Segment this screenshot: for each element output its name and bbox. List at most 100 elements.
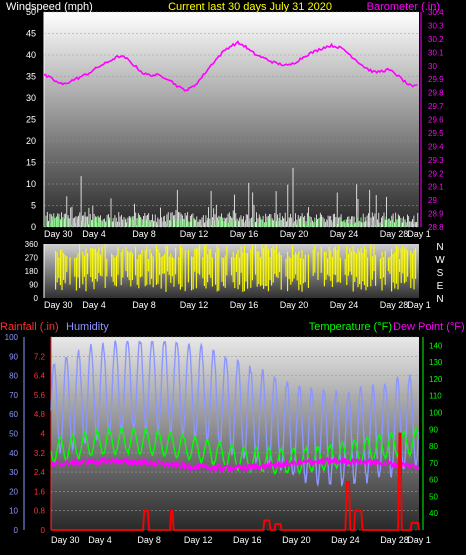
lower-x-tick-label: Day 4 — [88, 535, 112, 545]
compass-label: N — [436, 242, 443, 253]
barometer-y-tick-label: 30.3 — [428, 21, 444, 30]
wind-direction-marks — [55, 244, 417, 292]
rain-y-tick-label: 7.2 — [34, 352, 46, 361]
temperature-y-tick-label: 80 — [429, 442, 438, 451]
temperature-y-tick-label: 100 — [429, 409, 443, 418]
lower-x-tick-label: Day 1 — [407, 535, 431, 545]
barometer-line — [43, 40, 418, 92]
windspeed-axis-title: Windspeed (mph) — [6, 1, 93, 13]
compass-label: E — [437, 281, 444, 292]
temperature-y-tick-label: 90 — [429, 425, 438, 434]
wind-x-tick-label: Day 4 — [82, 229, 106, 239]
temperature-axis-title: Temperature (°F) — [309, 321, 392, 333]
barometer-y-tick-label: 29.8 — [428, 89, 444, 98]
rainfall-line — [51, 432, 420, 531]
humidity-y-tick-label: 50 — [9, 430, 18, 439]
rain-y-tick-label: 2.4 — [34, 468, 46, 477]
rain-y-tick-label: 4 — [41, 430, 46, 439]
rain-y-tick-label: 0 — [41, 526, 46, 535]
humidity-axis-title: Humidity — [66, 321, 109, 333]
barometer-y-tick-label: 29 — [428, 196, 437, 205]
wind-y-tick-label: 40 — [26, 50, 36, 60]
direction-x-tick-label: Day 8 — [132, 300, 156, 310]
wind-y-tick-label: 10 — [26, 179, 36, 189]
temperature-y-tick-label: 110 — [429, 392, 442, 401]
barometer-y-tick-label: 29.2 — [428, 169, 444, 178]
humidity-y-tick-label: 60 — [9, 410, 18, 419]
direction-y-tick-label: 90 — [29, 281, 38, 290]
wind-x-tick-label: Day 24 — [330, 229, 359, 239]
wind-y-tick-label: 45 — [26, 29, 36, 39]
compass-label: N — [436, 294, 443, 305]
barometer-axis-title: Barometer (.in) — [367, 1, 440, 13]
humidity-y-tick-label: 0 — [14, 526, 19, 535]
lower-x-tick-label: Day 30 — [51, 535, 80, 545]
barometer-y-tick-label: 29.6 — [428, 116, 444, 125]
direction-x-tick-label: Day 28 — [380, 300, 409, 310]
dewpoint-line — [50, 455, 420, 474]
wind-y-tick-label: 35 — [26, 72, 36, 82]
barometer-y-tick-label: 28.9 — [428, 210, 444, 219]
wind-x-tick-label: Day 30 — [44, 229, 73, 239]
direction-x-tick-label: Day 4 — [82, 300, 106, 310]
barometer-y-tick-label: 30 — [428, 62, 437, 71]
direction-y-tick-label: 360 — [25, 240, 39, 249]
wind-x-tick-label: Day 12 — [180, 229, 209, 239]
wind-average-bars — [45, 216, 419, 227]
rain-y-tick-label: 5.6 — [34, 391, 46, 400]
rain-y-tick-label: 1.6 — [34, 487, 46, 496]
temperature-y-tick-label: 50 — [429, 492, 438, 501]
direction-y-tick-label: 180 — [25, 267, 39, 276]
direction-x-tick-label: Day 12 — [180, 300, 209, 310]
lower-x-tick-label: Day 16 — [233, 535, 262, 545]
wind-y-tick-label: 30 — [26, 93, 36, 103]
lower-x-tick-label: Day 12 — [184, 535, 213, 545]
chart-title: Current last 30 days July 31 2020 — [168, 1, 332, 13]
lower-x-tick-label: Day 28 — [380, 535, 409, 545]
wind-y-tick-label: 0 — [31, 222, 36, 232]
barometer-y-tick-label: 29.9 — [428, 75, 444, 84]
direction-y-tick-label: 0 — [34, 294, 39, 303]
humidity-y-tick-label: 30 — [9, 468, 18, 477]
humidity-y-tick-label: 100 — [5, 333, 19, 342]
barometer-y-tick-label: 30.4 — [428, 8, 444, 17]
wind-x-tick-label: Day 28 — [380, 229, 409, 239]
temperature-y-tick-label: 140 — [429, 341, 443, 350]
temperature-y-tick-label: 70 — [429, 459, 438, 468]
barometer-y-tick-label: 29.5 — [428, 129, 444, 138]
humidity-y-tick-label: 40 — [9, 449, 18, 458]
lower-x-tick-label: Day 20 — [282, 535, 311, 545]
rain-y-tick-label: 0.8 — [34, 507, 46, 516]
direction-y-tick-label: 270 — [25, 254, 39, 263]
direction-x-tick-label: Day 1 — [407, 300, 431, 310]
wind-y-tick-label: 50 — [26, 7, 36, 17]
temperature-y-tick-label: 40 — [429, 509, 438, 518]
lower-x-tick-label: Day 8 — [137, 535, 161, 545]
barometer-y-tick-label: 29.1 — [428, 183, 444, 192]
temperature-y-tick-label: 60 — [429, 476, 438, 485]
dewpoint-axis-title: Dew Point (°F) — [393, 321, 465, 333]
humidity-y-tick-label: 90 — [9, 352, 18, 361]
wind-y-tick-label: 20 — [26, 136, 36, 146]
direction-x-tick-label: Day 16 — [230, 300, 259, 310]
humidity-y-tick-label: 10 — [9, 507, 18, 516]
humidity-y-tick-label: 70 — [9, 391, 18, 400]
direction-x-tick-label: Day 30 — [44, 300, 73, 310]
compass-label: S — [437, 268, 444, 279]
wind-x-tick-label: Day 8 — [132, 229, 156, 239]
humidity-y-tick-label: 80 — [9, 372, 18, 381]
barometer-y-tick-label: 29.4 — [428, 142, 444, 151]
rain-y-tick-label: 4.8 — [34, 410, 46, 419]
humidity-y-tick-label: 20 — [9, 487, 18, 496]
rain-y-tick-label: 3.2 — [34, 449, 46, 458]
wind-x-tick-label: Day 16 — [230, 229, 259, 239]
lower-x-tick-label: Day 24 — [331, 535, 360, 545]
temperature-y-tick-label: 130 — [429, 358, 443, 367]
wind-x-tick-label: Day 1 — [407, 229, 431, 239]
rainfall-axis-title: Rainfall (.in) — [0, 321, 59, 333]
wind-x-tick-label: Day 20 — [280, 229, 309, 239]
wind-y-tick-label: 25 — [26, 115, 36, 125]
compass-label: W — [435, 255, 445, 266]
barometer-y-tick-label: 29.3 — [428, 156, 444, 165]
